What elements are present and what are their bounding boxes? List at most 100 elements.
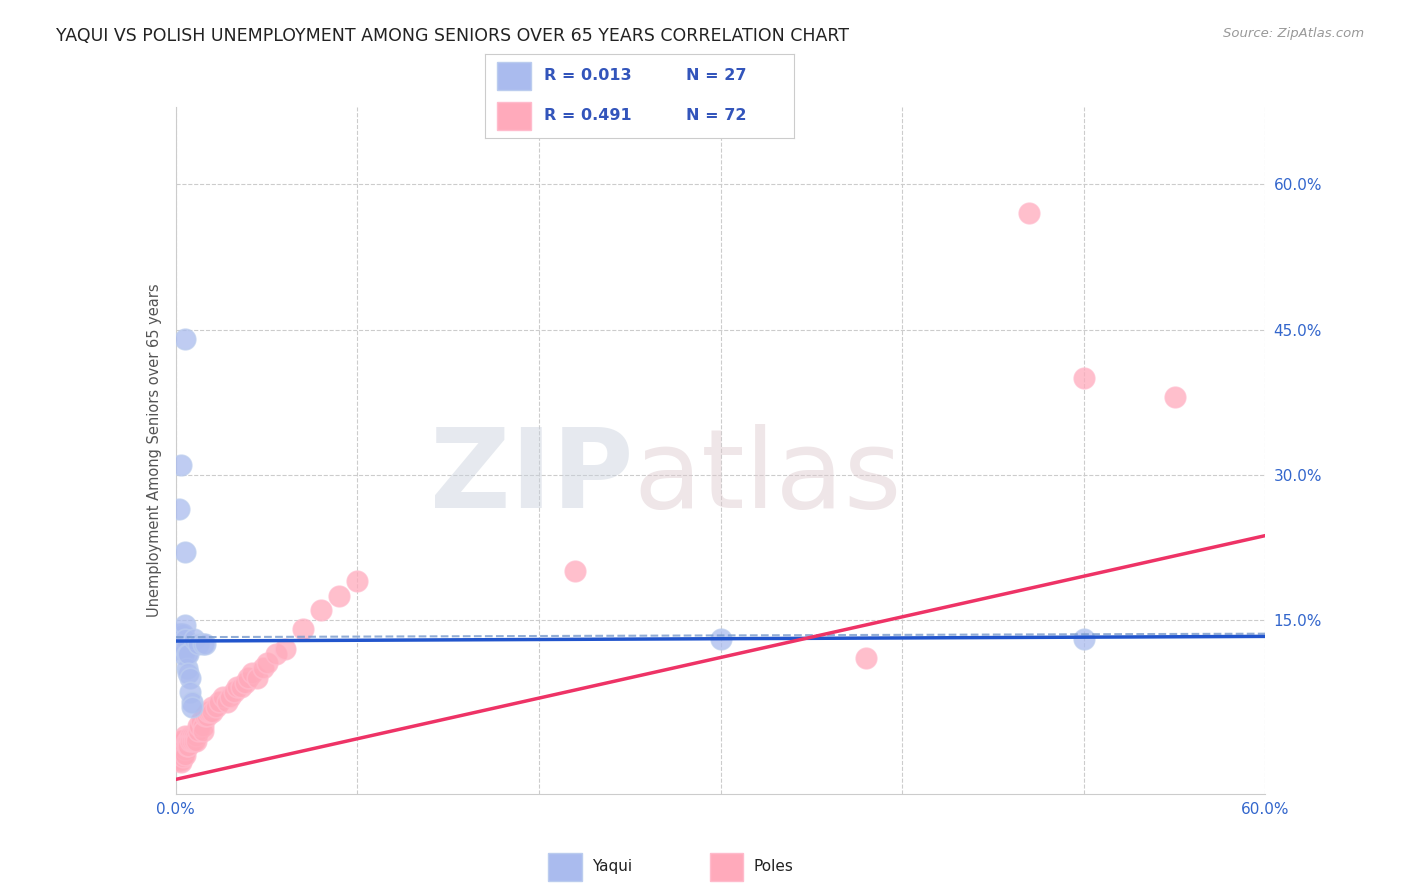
Text: R = 0.013: R = 0.013 — [544, 69, 631, 84]
Point — [1018, 206, 1040, 220]
Point — [173, 743, 195, 757]
Point — [186, 724, 209, 739]
Point — [169, 750, 191, 764]
Text: atlas: atlas — [633, 425, 901, 532]
Text: N = 27: N = 27 — [686, 69, 747, 84]
Point — [173, 545, 195, 559]
Point — [219, 690, 242, 705]
Point — [201, 699, 224, 714]
Point — [183, 733, 205, 747]
Point — [256, 657, 278, 671]
Point — [173, 617, 195, 632]
Point — [564, 565, 586, 579]
Point — [166, 753, 188, 767]
Point — [264, 647, 287, 661]
Point — [328, 589, 350, 603]
Text: N = 72: N = 72 — [686, 108, 747, 123]
Point — [169, 753, 191, 767]
Point — [252, 661, 274, 675]
Y-axis label: Unemployment Among Seniors over 65 years: Unemployment Among Seniors over 65 years — [146, 284, 162, 617]
Text: R = 0.491: R = 0.491 — [544, 108, 631, 123]
Point — [172, 647, 194, 661]
Point — [179, 671, 201, 685]
Point — [200, 705, 222, 719]
Point — [195, 709, 218, 723]
Point — [172, 743, 194, 757]
Point — [186, 637, 209, 651]
Point — [177, 665, 200, 680]
Point — [173, 641, 195, 656]
Point — [170, 739, 193, 753]
Point — [188, 719, 211, 733]
Point — [173, 729, 195, 743]
Point — [181, 733, 204, 747]
Text: YAQUI VS POLISH UNEMPLOYMENT AMONG SENIORS OVER 65 YEARS CORRELATION CHART: YAQUI VS POLISH UNEMPLOYMENT AMONG SENIO… — [56, 27, 849, 45]
Point — [190, 714, 212, 729]
Point — [170, 641, 193, 656]
Point — [184, 733, 207, 747]
Point — [170, 755, 193, 769]
Point — [172, 748, 194, 763]
Point — [181, 699, 204, 714]
Point — [238, 671, 260, 685]
Point — [169, 739, 191, 753]
Point — [173, 632, 195, 646]
Point — [179, 685, 201, 699]
Point — [170, 733, 193, 747]
Point — [231, 681, 253, 695]
Point — [172, 733, 194, 747]
Point — [191, 637, 214, 651]
Point — [172, 627, 194, 641]
Point — [233, 675, 256, 690]
Point — [855, 651, 877, 665]
Point — [169, 748, 191, 763]
Point — [208, 695, 231, 709]
Point — [177, 739, 200, 753]
Point — [212, 690, 235, 705]
Point — [186, 719, 209, 733]
Point — [1073, 371, 1095, 385]
Bar — [710, 854, 744, 881]
Text: ZIP: ZIP — [430, 425, 633, 532]
Point — [226, 681, 249, 695]
Point — [169, 501, 191, 516]
Point — [170, 750, 193, 764]
Point — [173, 748, 195, 763]
Text: Yaqui: Yaqui — [592, 859, 631, 873]
Point — [166, 748, 188, 763]
Point — [710, 632, 733, 646]
Point — [204, 699, 226, 714]
Point — [183, 729, 205, 743]
Point — [169, 627, 191, 641]
Point — [172, 750, 194, 764]
Point — [197, 705, 219, 719]
Point — [201, 705, 224, 719]
Point — [177, 647, 200, 661]
Point — [170, 748, 193, 763]
Point — [170, 458, 193, 472]
Point — [177, 733, 200, 747]
Point — [194, 637, 217, 651]
Text: Source: ZipAtlas.com: Source: ZipAtlas.com — [1223, 27, 1364, 40]
Point — [173, 332, 195, 346]
Point — [176, 733, 198, 747]
Point — [170, 753, 193, 767]
Bar — [498, 102, 531, 130]
Point — [169, 743, 191, 757]
Point — [246, 671, 269, 685]
Point — [1073, 632, 1095, 646]
Point — [222, 685, 245, 699]
Point — [176, 647, 198, 661]
Point — [191, 724, 214, 739]
Point — [215, 695, 238, 709]
Point — [176, 661, 198, 675]
Point — [166, 743, 188, 757]
Point — [194, 709, 217, 723]
Point — [173, 739, 195, 753]
Point — [184, 729, 207, 743]
Point — [179, 729, 201, 743]
Point — [176, 739, 198, 753]
Point — [181, 729, 204, 743]
Point — [1163, 390, 1185, 404]
Point — [169, 637, 191, 651]
